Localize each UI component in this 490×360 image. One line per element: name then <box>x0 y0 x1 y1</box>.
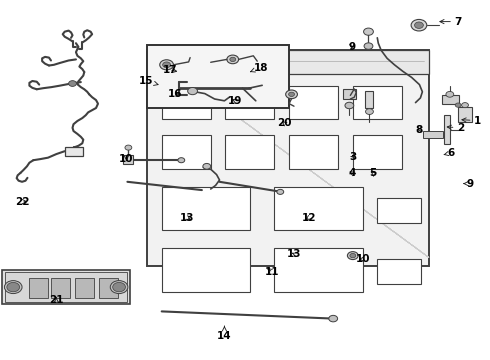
Circle shape <box>446 91 454 97</box>
Circle shape <box>455 103 461 107</box>
Bar <box>343 89 356 99</box>
Bar <box>289 86 338 119</box>
Text: 2: 2 <box>447 123 464 133</box>
Circle shape <box>415 22 423 28</box>
Text: 12: 12 <box>301 213 316 223</box>
Text: 11: 11 <box>265 267 279 277</box>
Text: 10: 10 <box>355 254 370 264</box>
Bar <box>458 107 472 122</box>
Bar <box>442 95 459 104</box>
Bar <box>353 86 402 119</box>
Text: 16: 16 <box>168 89 183 99</box>
Text: 4: 4 <box>348 168 356 178</box>
Circle shape <box>163 62 171 68</box>
Text: 1: 1 <box>462 116 481 126</box>
Circle shape <box>347 252 358 260</box>
Text: 22: 22 <box>15 197 30 207</box>
Text: 19: 19 <box>228 96 243 106</box>
Bar <box>423 131 443 138</box>
Circle shape <box>203 163 211 169</box>
Bar <box>123 155 133 164</box>
Circle shape <box>125 145 132 150</box>
Circle shape <box>329 315 338 322</box>
Text: 13: 13 <box>287 249 301 259</box>
Text: 20: 20 <box>277 118 292 128</box>
Circle shape <box>7 282 20 292</box>
Text: 3: 3 <box>349 152 356 162</box>
Bar <box>162 135 211 169</box>
Text: 13: 13 <box>180 213 195 223</box>
Bar <box>2 270 130 304</box>
FancyBboxPatch shape <box>147 50 429 266</box>
Circle shape <box>462 103 468 108</box>
Text: 15: 15 <box>139 76 158 86</box>
Bar <box>353 135 402 169</box>
Text: 6: 6 <box>444 148 454 158</box>
Text: 14: 14 <box>217 326 232 341</box>
Text: 8: 8 <box>416 125 422 135</box>
Bar <box>65 147 83 156</box>
Text: 21: 21 <box>49 294 64 305</box>
Bar <box>147 45 289 108</box>
Bar <box>365 91 373 108</box>
Circle shape <box>113 282 125 292</box>
Bar <box>5 272 127 302</box>
Text: 17: 17 <box>163 65 178 75</box>
Bar <box>29 278 48 298</box>
Circle shape <box>286 90 297 99</box>
Bar <box>274 248 363 292</box>
Circle shape <box>227 55 239 64</box>
Text: 9: 9 <box>464 179 474 189</box>
Bar <box>162 187 250 230</box>
Bar <box>377 259 421 284</box>
Text: 10: 10 <box>119 154 134 164</box>
Circle shape <box>110 281 128 294</box>
Bar <box>162 248 250 292</box>
Circle shape <box>188 87 197 95</box>
Circle shape <box>178 158 185 163</box>
Bar <box>225 86 274 119</box>
Circle shape <box>69 81 76 86</box>
Bar <box>444 115 450 144</box>
Circle shape <box>364 43 373 49</box>
Text: 5: 5 <box>369 168 376 178</box>
Circle shape <box>345 102 354 109</box>
Bar <box>75 278 94 298</box>
Bar <box>377 198 421 223</box>
Bar <box>162 86 211 119</box>
Circle shape <box>277 189 284 194</box>
Bar <box>99 278 118 298</box>
Circle shape <box>350 253 356 258</box>
Bar <box>289 135 338 169</box>
Text: 7: 7 <box>440 17 462 27</box>
Text: 9: 9 <box>348 42 355 52</box>
Circle shape <box>411 19 427 31</box>
Circle shape <box>4 281 22 294</box>
Bar <box>147 50 429 74</box>
Bar <box>51 278 70 298</box>
Circle shape <box>366 109 373 114</box>
Circle shape <box>230 57 236 62</box>
Bar <box>274 187 363 230</box>
Bar <box>225 135 274 169</box>
Circle shape <box>364 28 373 35</box>
Text: 18: 18 <box>250 63 268 73</box>
Circle shape <box>289 92 294 96</box>
Circle shape <box>160 60 173 70</box>
